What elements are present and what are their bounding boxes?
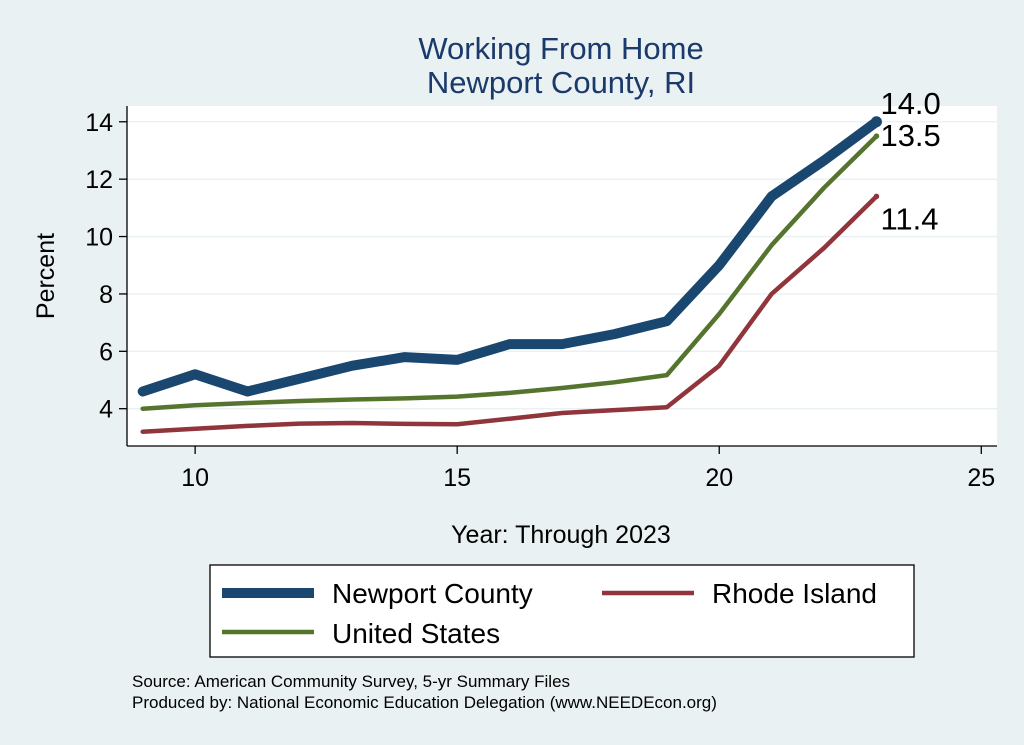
y-tick-label-4: 4 bbox=[99, 396, 113, 424]
series-line-rhode-island bbox=[140, 194, 879, 434]
series-line-newport-county bbox=[137, 116, 882, 397]
chart-title-group: Working From Home Newport County, RI bbox=[418, 31, 703, 100]
end-label-rhode-island: 11.4 bbox=[880, 201, 938, 236]
plot-area bbox=[127, 106, 997, 446]
series-line-united-states bbox=[140, 133, 879, 411]
legend-box bbox=[209, 564, 915, 658]
x-tick-label-10: 10 bbox=[181, 464, 209, 492]
y-tick-label-6: 6 bbox=[99, 338, 113, 366]
x-tick-label-15: 15 bbox=[443, 464, 471, 492]
end-label-united-states: 13.5 bbox=[880, 118, 940, 153]
legend-label-rhode-island: Rhode Island bbox=[712, 578, 877, 609]
series-endpoint-united-states bbox=[873, 133, 880, 139]
legend-label-newport-county: Newport County bbox=[332, 578, 533, 609]
series-layer bbox=[137, 116, 882, 434]
gridlines bbox=[127, 121, 997, 410]
x-tick-label-25: 25 bbox=[967, 464, 995, 492]
series-endpoint-rhode-island bbox=[873, 193, 880, 200]
y-tick-label-10: 10 bbox=[85, 224, 113, 252]
x-tick-label-20: 20 bbox=[705, 464, 733, 492]
y-tick-label-14: 14 bbox=[85, 109, 113, 137]
series-endpoint-newport-county bbox=[870, 116, 882, 128]
y-axis-label: Percent bbox=[32, 233, 60, 319]
end-label-newport-county: 14.0 bbox=[880, 86, 940, 121]
produced-by-note: Produced by: National Economic Education… bbox=[132, 693, 717, 712]
chart-subtitle: Newport County, RI bbox=[427, 65, 695, 100]
source-note: Source: American Community Survey, 5-yr … bbox=[132, 672, 570, 691]
legend-label-united-states: United States bbox=[332, 618, 500, 649]
legend: Newport County Rhode Island United State… bbox=[209, 564, 915, 658]
x-axis-label: Year: Through 2023 bbox=[451, 521, 671, 549]
y-tick-label-12: 12 bbox=[85, 166, 113, 194]
axes: 4 6 8 10 12 14 10 15 20 25 bbox=[85, 106, 997, 492]
end-labels: 14.0 11.4 13.5 bbox=[880, 86, 940, 237]
y-tick-label-8: 8 bbox=[99, 281, 113, 309]
chart-title: Working From Home bbox=[418, 31, 703, 66]
